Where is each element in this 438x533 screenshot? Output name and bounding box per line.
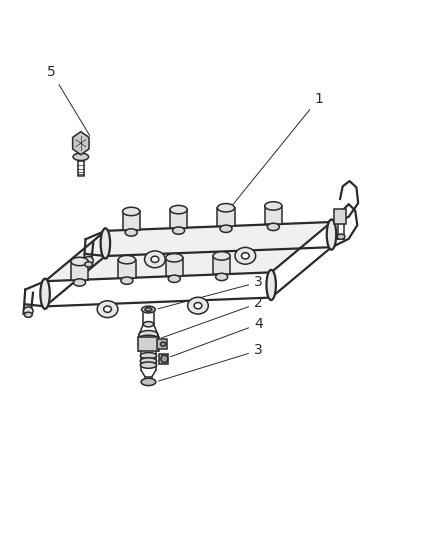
- Bar: [159, 353, 167, 364]
- Ellipse shape: [141, 306, 155, 313]
- Ellipse shape: [336, 234, 344, 239]
- Polygon shape: [45, 222, 331, 281]
- Ellipse shape: [73, 153, 88, 160]
- Ellipse shape: [266, 270, 276, 300]
- Ellipse shape: [140, 358, 156, 364]
- Ellipse shape: [187, 297, 208, 314]
- Bar: [170, 209, 187, 228]
- Ellipse shape: [138, 341, 159, 348]
- Bar: [122, 212, 140, 230]
- Bar: [333, 209, 345, 224]
- Ellipse shape: [161, 355, 167, 362]
- Text: 5: 5: [47, 66, 89, 135]
- Ellipse shape: [168, 275, 180, 282]
- Bar: [165, 258, 183, 276]
- Ellipse shape: [139, 330, 158, 339]
- Ellipse shape: [122, 207, 140, 216]
- Text: 3: 3: [158, 343, 262, 381]
- Ellipse shape: [145, 308, 152, 311]
- Ellipse shape: [125, 229, 137, 236]
- Ellipse shape: [234, 247, 255, 264]
- Text: 3: 3: [158, 275, 262, 309]
- Text: 4: 4: [170, 317, 262, 357]
- Ellipse shape: [118, 255, 135, 264]
- Ellipse shape: [24, 307, 33, 316]
- Ellipse shape: [194, 303, 201, 309]
- Ellipse shape: [264, 201, 281, 210]
- Ellipse shape: [212, 252, 230, 260]
- Text: 1: 1: [221, 92, 322, 219]
- Ellipse shape: [25, 312, 32, 317]
- Ellipse shape: [170, 205, 187, 214]
- Ellipse shape: [40, 279, 49, 309]
- Ellipse shape: [215, 273, 227, 280]
- Ellipse shape: [141, 378, 155, 385]
- Bar: [118, 260, 135, 278]
- Ellipse shape: [144, 251, 165, 268]
- Bar: [71, 262, 88, 280]
- Ellipse shape: [165, 254, 183, 262]
- Ellipse shape: [160, 342, 165, 346]
- Bar: [217, 208, 234, 226]
- Bar: [157, 339, 167, 350]
- Ellipse shape: [267, 223, 279, 231]
- Ellipse shape: [140, 352, 156, 359]
- Bar: [264, 206, 281, 224]
- Ellipse shape: [120, 277, 133, 284]
- Ellipse shape: [73, 279, 85, 286]
- Ellipse shape: [103, 306, 111, 312]
- Ellipse shape: [100, 228, 110, 259]
- Ellipse shape: [219, 225, 231, 232]
- Text: 2: 2: [161, 296, 262, 338]
- Ellipse shape: [97, 301, 117, 318]
- Ellipse shape: [138, 335, 159, 343]
- Ellipse shape: [217, 204, 234, 212]
- Bar: [138, 337, 159, 351]
- Ellipse shape: [241, 253, 249, 259]
- Ellipse shape: [71, 257, 88, 265]
- Ellipse shape: [326, 220, 336, 250]
- Ellipse shape: [140, 362, 156, 368]
- Ellipse shape: [151, 256, 159, 262]
- Ellipse shape: [84, 256, 93, 265]
- Polygon shape: [72, 132, 89, 155]
- Bar: [212, 256, 230, 274]
- Ellipse shape: [85, 262, 92, 267]
- Ellipse shape: [172, 227, 184, 235]
- Ellipse shape: [143, 321, 153, 327]
